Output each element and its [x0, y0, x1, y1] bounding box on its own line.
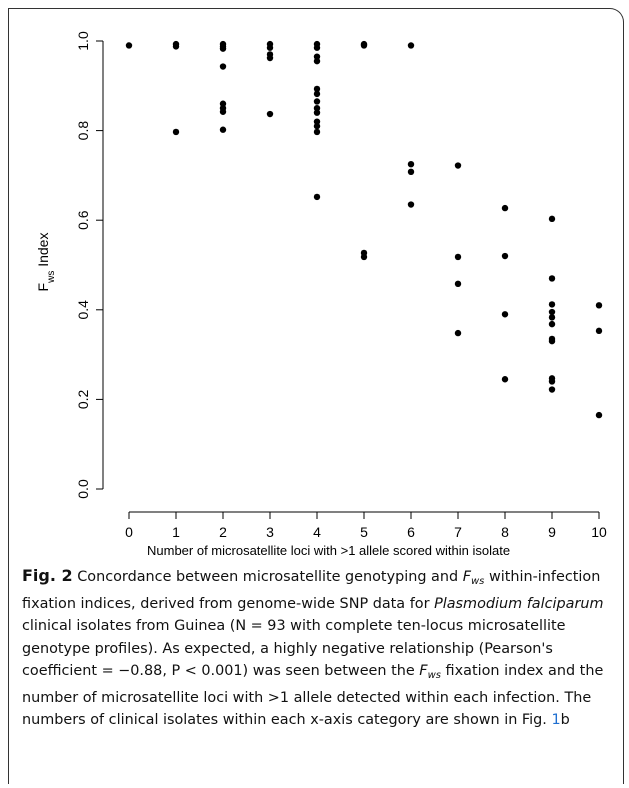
caption-text-4: fixation index and the number of microsa…: [22, 662, 604, 729]
scatter-plot: 0.0 0.2 0.4 0.6 0.8 1.0 0 1 2 3 4 5 6 7 8 9 10 Fws Inde…: [35, 31, 607, 540]
x-tick-label: 1: [172, 524, 180, 540]
data-point: [219, 45, 227, 52]
data-point: [454, 253, 462, 261]
data-point: [501, 311, 509, 318]
data-point: [313, 57, 321, 65]
x-tick-label: 10: [591, 524, 607, 540]
y-axis-label: Fws Index: [35, 233, 57, 292]
x-axis-label: Number of microsatellite loci with >1 al…: [147, 543, 511, 558]
data-point: [454, 162, 462, 169]
y-tick-label: 1.0: [75, 31, 91, 51]
data-point: [313, 44, 321, 51]
data-point: [125, 42, 133, 49]
data-point: [548, 301, 556, 308]
data-point: [172, 128, 180, 136]
caption-text-5: b: [560, 712, 570, 729]
caption-text-1: Concordance between microsatellite genot…: [72, 569, 463, 585]
figure-label: Fig. 2: [22, 566, 73, 585]
y-axis: 0.0 0.2 0.4 0.6 0.8 1.0: [75, 31, 104, 499]
y-tick-label: 0.8: [75, 121, 91, 141]
x-axis: 0 1 2 3 4 5 6 7 8 9 10: [125, 511, 607, 540]
data-point: [219, 126, 227, 133]
data-point: [548, 386, 556, 393]
y-tick-label: 0.4: [75, 300, 91, 320]
x-tick-label: 5: [360, 524, 368, 540]
data-point: [548, 320, 556, 328]
data-point: [407, 168, 415, 176]
data-point: [595, 302, 603, 309]
data-point: [313, 53, 321, 60]
data-point: [407, 201, 415, 208]
data-point: [548, 308, 556, 316]
data-point: [548, 275, 556, 282]
data-point: [313, 105, 321, 112]
data-point: [407, 161, 415, 168]
x-tick-label: 6: [407, 524, 415, 540]
x-tick-label: 9: [548, 524, 556, 540]
data-point: [454, 280, 462, 288]
data-point: [595, 327, 603, 335]
data-point: [548, 337, 556, 345]
fws-symbol: Fws: [462, 569, 485, 587]
data-point: [548, 215, 556, 223]
data-point: [595, 411, 603, 419]
caption-text-3: clinical isolates from Guinea (N = 93 wi…: [22, 618, 566, 679]
fws-symbol-2: Fws: [419, 662, 441, 681]
data-point: [172, 43, 180, 50]
y-tick-label: 0.0: [75, 479, 91, 499]
figure-frame: [8, 8, 624, 784]
x-tick-label: 7: [454, 524, 462, 540]
data-point: [313, 128, 321, 136]
x-tick-label: 2: [219, 524, 227, 540]
data-point: [501, 376, 509, 383]
data-point: [313, 193, 321, 201]
data-point: [501, 204, 509, 212]
caption-text-2: within-infection fixation indices, deriv…: [22, 569, 601, 613]
data-point: [266, 54, 274, 62]
data-point: [313, 122, 321, 130]
y-tick-label: 0.6: [75, 210, 91, 230]
data-point: [313, 85, 321, 93]
data-point: [219, 100, 227, 107]
x-tick-label: 4: [313, 524, 321, 540]
figure-1-link[interactable]: 1: [551, 712, 561, 729]
data-point: [313, 118, 321, 125]
data-point: [313, 98, 321, 105]
data-point: [266, 110, 274, 118]
data-point: [313, 109, 321, 116]
data-point: [548, 378, 556, 385]
figure-caption: Fig. 2 Concordance between microsatellit…: [22, 565, 618, 731]
x-tick-label: 3: [266, 524, 274, 540]
data-point: [548, 314, 556, 321]
x-tick-label: 0: [125, 524, 133, 540]
data-point: [266, 44, 274, 51]
data-point: [219, 108, 227, 115]
data-point: [219, 63, 227, 70]
data-point: [501, 252, 509, 260]
x-tick-label: 8: [501, 524, 509, 540]
data-point: [360, 42, 368, 49]
data-point: [407, 42, 415, 49]
data-point: [360, 253, 368, 261]
data-points: [125, 40, 603, 419]
data-point: [313, 90, 321, 98]
data-point: [454, 329, 462, 337]
species-name: Plasmodium falciparum: [434, 596, 604, 613]
y-tick-label: 0.2: [75, 389, 91, 409]
